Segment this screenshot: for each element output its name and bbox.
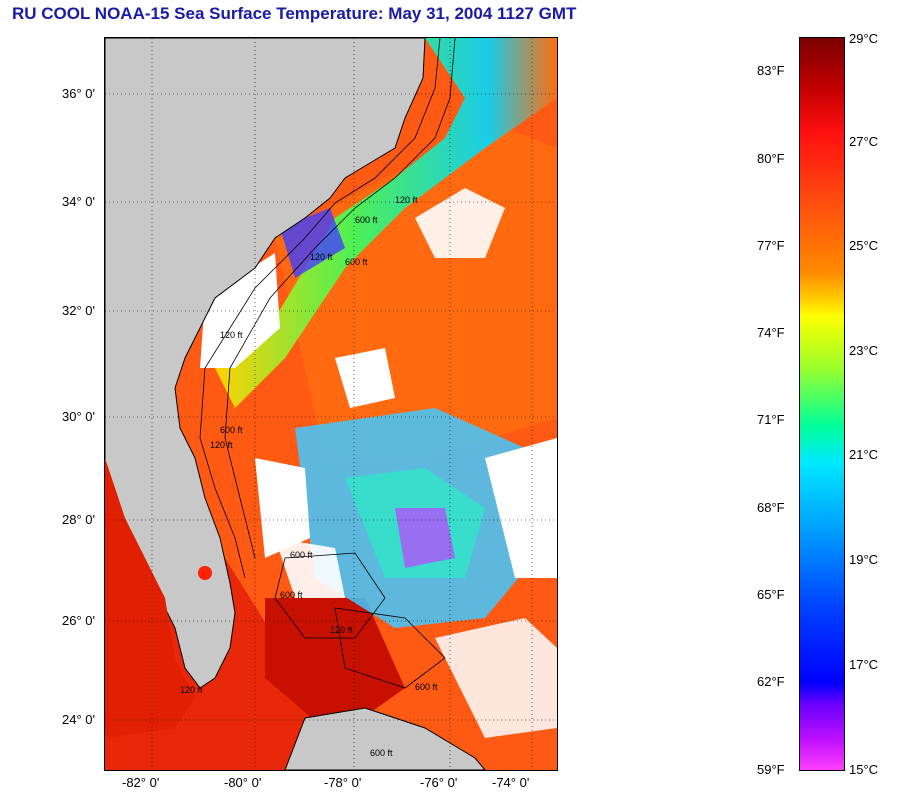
celsius-label: 29°C — [849, 31, 879, 46]
lat-label: 32° 0' — [62, 303, 95, 318]
celsius-label: 15°C — [849, 762, 879, 777]
contour-label: 600 ft — [355, 215, 378, 225]
contour-label: 600 ft — [415, 682, 438, 692]
contour-label: 600 ft — [290, 550, 313, 560]
contour-label: 120 ft — [330, 625, 353, 635]
land-mass-south — [284, 707, 486, 770]
shelf-water — [215, 38, 557, 408]
contour-label: 120 ft — [180, 685, 203, 695]
celsius-label: 23°C — [849, 343, 879, 358]
cold-spot — [395, 508, 455, 568]
cloud-cover — [435, 618, 557, 738]
lat-label: 34° 0' — [62, 194, 95, 209]
lon-label: -80° 0' — [224, 775, 262, 790]
cloud-cover — [415, 188, 505, 258]
sst-map: 120 ft 600 ft 120 ft 600 ft 120 ft 600 f… — [104, 37, 558, 771]
contour-label: 600 ft — [280, 590, 303, 600]
fahrenheit-label: 62°F — [757, 674, 785, 689]
contour-label: 120 ft — [395, 195, 418, 205]
fahrenheit-label: 74°F — [757, 325, 785, 340]
fahrenheit-label: 83°F — [757, 63, 785, 78]
bahamas-contour — [334, 607, 446, 689]
cold-shelf-patch — [280, 208, 345, 278]
lon-label: -76° 0' — [420, 775, 458, 790]
celsius-label: 27°C — [849, 134, 879, 149]
lat-label: 36° 0' — [62, 86, 95, 101]
lon-label: -78° 0' — [324, 775, 362, 790]
land-mass — [105, 38, 426, 689]
cloud-cover — [275, 538, 345, 598]
celsius-label: 25°C — [849, 238, 879, 253]
fahrenheit-label: 71°F — [757, 412, 785, 427]
celsius-label: 19°C — [849, 552, 879, 567]
temperature-colorbar — [799, 37, 845, 771]
bahamas-contour — [274, 552, 386, 639]
cloud-cover — [255, 458, 310, 558]
contour-600ft — [224, 38, 456, 559]
celsius-label: 17°C — [849, 657, 879, 672]
map-title: RU COOL NOAA-15 Sea Surface Temperature:… — [12, 4, 577, 23]
lake-okeechobee — [198, 566, 212, 580]
sst-map-svg: 120 ft 600 ft 120 ft 600 ft 120 ft 600 f… — [105, 38, 557, 770]
lat-label: 28° 0' — [62, 512, 95, 527]
contour-label: 600 ft — [220, 425, 243, 435]
lat-label: 26° 0' — [62, 613, 95, 628]
bahamas-warm-water — [265, 598, 405, 738]
fahrenheit-label: 77°F — [757, 238, 785, 253]
lat-label: 30° 0' — [62, 409, 95, 424]
contour-120ft — [199, 38, 441, 579]
cloud-cover — [335, 348, 395, 408]
lon-label: -82° 0' — [122, 775, 160, 790]
gulf-of-mexico — [105, 458, 195, 738]
graticule — [105, 38, 557, 770]
cloud-cover — [485, 438, 557, 578]
contour-label: 120 ft — [210, 440, 233, 450]
fahrenheit-label: 65°F — [757, 587, 785, 602]
lon-label: -74° 0' — [492, 775, 530, 790]
cloud-cover — [200, 253, 280, 368]
contour-label: 120 ft — [220, 330, 243, 340]
fahrenheit-label: 80°F — [757, 151, 785, 166]
contour-label: 600 ft — [345, 257, 368, 267]
lat-label: 24° 0' — [62, 712, 95, 727]
celsius-label: 21°C — [849, 447, 879, 462]
contour-label: 600 ft — [370, 748, 393, 758]
fahrenheit-label: 59°F — [757, 762, 785, 777]
contour-label: 120 ft — [310, 252, 333, 262]
fahrenheit-label: 68°F — [757, 500, 785, 515]
